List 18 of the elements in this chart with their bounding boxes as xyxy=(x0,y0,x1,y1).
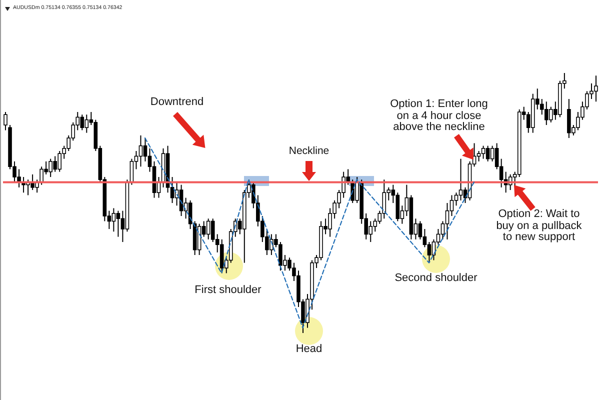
candlestick xyxy=(138,134,143,168)
candlestick xyxy=(445,202,450,240)
candlestick xyxy=(112,208,116,232)
text: Head xyxy=(296,343,322,355)
annotation: Option 1: Enter long on a 4 hour close above the neckline xyxy=(390,98,488,133)
candlestick xyxy=(481,145,486,160)
ref-line-label: Neckline xyxy=(288,145,330,157)
candlestick xyxy=(206,218,210,240)
candlestick xyxy=(396,192,400,222)
candlestick xyxy=(116,210,120,238)
annotation: Second shoulder xyxy=(394,272,478,284)
annotation: Downtrend xyxy=(150,96,204,108)
candlestick xyxy=(486,145,490,162)
annotation: First shoulder xyxy=(194,284,262,296)
candlestick xyxy=(476,150,481,162)
annotation: Option 2: Wait to buy on a pullback to new support xyxy=(496,208,582,243)
candlestick xyxy=(458,158,463,201)
candlestick xyxy=(4,112,8,131)
